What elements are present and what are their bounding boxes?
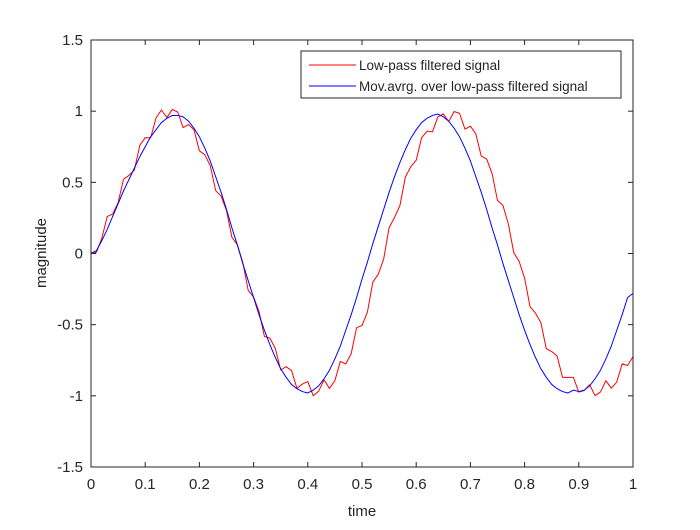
legend-label-2: Mov.avrg. over low-pass filtered signal [359, 79, 588, 94]
x-tick-label: 0.5 [352, 476, 373, 493]
x-tick-label: 0.6 [406, 476, 427, 493]
x-axis-label: time [348, 503, 376, 520]
x-tick-label: 0.1 [135, 476, 156, 493]
x-tick-label: 1 [629, 476, 637, 493]
legend-label-1: Low-pass filtered signal [359, 58, 500, 73]
axes-layer: 0 0.1 0.2 0.3 0.4 0.5 0.6 0.7 0.8 0.9 1 1.5 1 0.5 0 -0.… [57, 32, 637, 493]
x-tick-label: 0.8 [514, 476, 535, 493]
y-tick-label: 0 [75, 246, 83, 263]
x-tick-label: 0.4 [297, 476, 318, 493]
legend-box [300, 50, 622, 99]
plot-area [91, 40, 633, 467]
plot-layer [90, 40, 634, 467]
series-line-1 [90, 108, 634, 397]
x-tick-label: 0 [87, 476, 95, 493]
x-tick-label: 0.2 [189, 476, 210, 493]
y-tick-label: 1 [75, 103, 83, 120]
x-tick-label: 0.9 [568, 476, 589, 493]
x-tick-label: 0.7 [460, 476, 481, 493]
y-tick-label: 1.5 [62, 32, 83, 49]
y-tick-label: -1.5 [57, 459, 83, 476]
series-line-2 [90, 113, 634, 394]
y-tick-label: -1 [70, 388, 83, 405]
y-tick-label: -0.5 [57, 317, 83, 334]
x-tick-label: 0.3 [243, 476, 264, 493]
legend: Low-pass filtered signal Mov.avrg. over l… [300, 50, 622, 99]
y-axis-label: magnitude [33, 218, 50, 288]
labels-layer: time magnitude [33, 218, 376, 520]
y-tick-label: 0.5 [62, 174, 83, 191]
